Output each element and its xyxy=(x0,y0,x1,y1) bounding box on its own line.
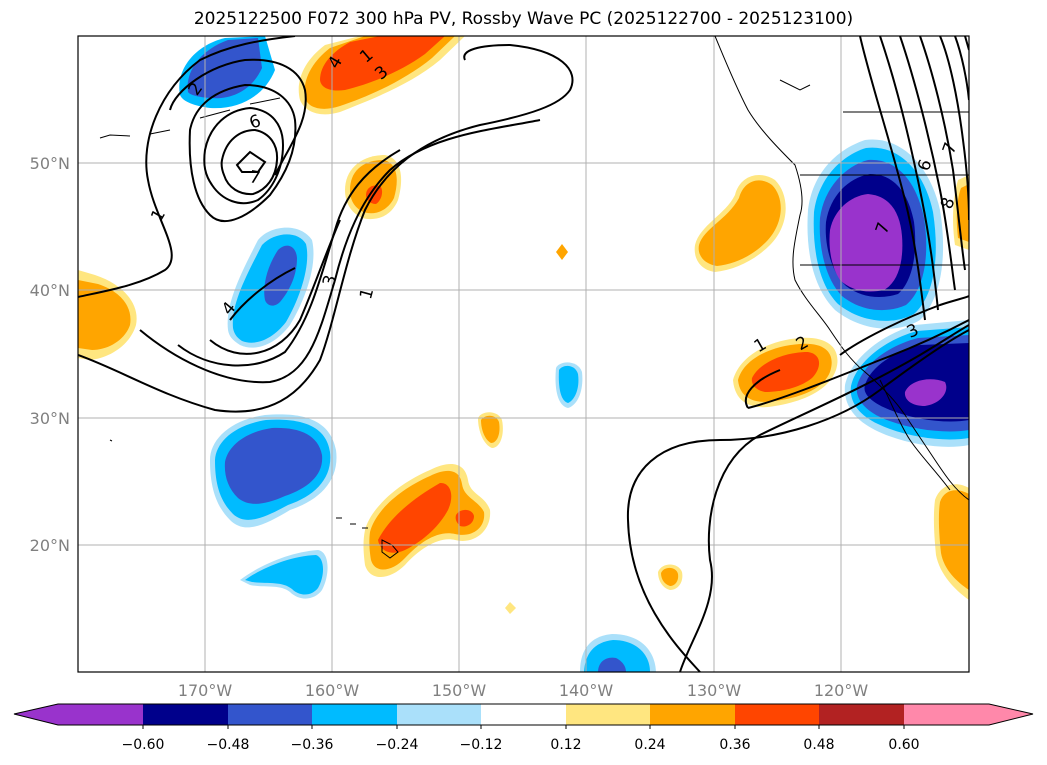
contour-label: 3 xyxy=(319,273,341,289)
colorbar-tick-label: 0.48 xyxy=(803,737,834,753)
lon-label-170w: 170°W xyxy=(178,681,233,700)
map-gridlines xyxy=(78,36,969,672)
contour-label: 1 xyxy=(356,286,378,302)
colorbar-tick-label: −0.60 xyxy=(122,737,165,753)
colorbar-tick-label: −0.12 xyxy=(460,737,503,753)
pv-contours xyxy=(78,36,969,672)
colorbar-tick-label: 0.12 xyxy=(550,737,581,753)
lat-label-50n: 50°N xyxy=(30,154,70,173)
colorbar-extend-high xyxy=(989,704,1033,725)
colorbar-segment xyxy=(904,704,989,725)
lon-label-150w: 150°W xyxy=(432,681,487,700)
colorbar: −0.60 −0.48 −0.36 −0.24 −0.12 0.12 0.24 … xyxy=(13,703,1034,753)
colorbar-segment xyxy=(481,704,566,725)
lat-label-40n: 40°N xyxy=(30,281,70,300)
colorbar-segment xyxy=(312,704,397,725)
colorbar-segment xyxy=(650,704,735,725)
coastlines xyxy=(99,36,969,559)
colorbar-segment xyxy=(397,704,481,725)
colorbar-tick-label: 0.24 xyxy=(634,737,665,753)
colorbar-segment xyxy=(58,704,143,725)
lon-label-140w: 140°W xyxy=(559,681,614,700)
map-frame xyxy=(77,35,970,673)
colorbar-segment xyxy=(819,704,904,725)
lon-label-120w: 120°W xyxy=(814,681,869,700)
colorbar-tick-label: 0.36 xyxy=(719,737,750,753)
colorbar-extend-low xyxy=(14,704,58,725)
colorbar-tick-label: −0.48 xyxy=(207,737,250,753)
colorbar-segment xyxy=(735,704,819,725)
colorbar-tick-label: 0.60 xyxy=(888,737,919,753)
colorbar-segment xyxy=(143,704,228,725)
latitude-labels: 50°N 40°N 30°N 20°N xyxy=(30,154,70,555)
contour-label: 7 xyxy=(248,167,262,189)
colorbar-segment xyxy=(566,704,650,725)
colorbar-tick-label: −0.36 xyxy=(291,737,334,753)
colorbar-tick-label: −0.24 xyxy=(376,737,419,753)
lon-label-160w: 160°W xyxy=(305,681,360,700)
colorbar-segment xyxy=(228,704,312,725)
longitude-labels: 170°W 160°W 150°W 140°W 130°W 120°W xyxy=(178,681,869,700)
lon-label-130w: 130°W xyxy=(687,681,742,700)
map-title: 2025122500 F072 300 hPa PV, Rossby Wave … xyxy=(193,9,854,29)
lat-label-20n: 20°N xyxy=(30,536,70,555)
lat-label-30n: 30°N xyxy=(30,409,70,428)
colorbar-outline xyxy=(13,703,1034,726)
